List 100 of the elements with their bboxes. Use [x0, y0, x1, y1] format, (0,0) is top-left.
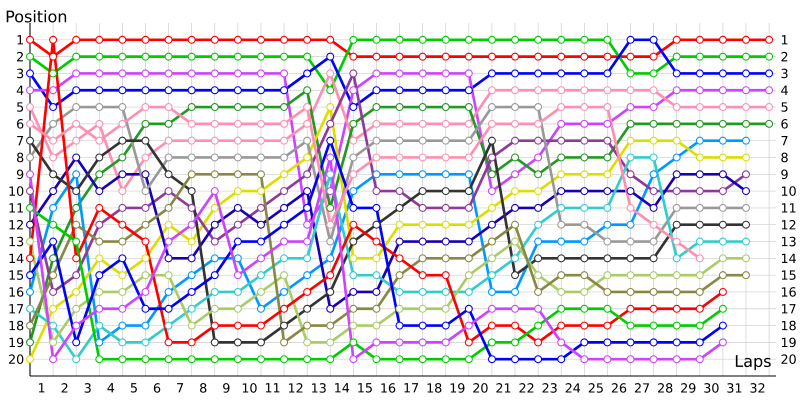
point — [442, 187, 450, 196]
point — [164, 238, 173, 246]
point — [696, 86, 704, 94]
point — [372, 304, 380, 313]
point — [349, 120, 358, 128]
point — [603, 355, 612, 364]
point — [603, 52, 612, 61]
point — [650, 220, 658, 229]
x-tick-label: 14 — [335, 383, 350, 392]
point — [534, 338, 542, 346]
point — [603, 304, 612, 313]
point — [210, 52, 219, 61]
x-tick-label: 3 — [84, 383, 91, 393]
point — [49, 220, 58, 229]
x-tick-label: 27 — [634, 383, 650, 393]
point — [650, 52, 658, 61]
point — [326, 271, 334, 280]
point — [303, 238, 312, 246]
point — [72, 304, 80, 313]
x-tick-label: 16 — [381, 383, 396, 393]
point — [672, 136, 681, 145]
point — [557, 136, 566, 145]
point — [188, 69, 196, 78]
point — [511, 288, 520, 296]
point — [557, 103, 566, 112]
point — [672, 69, 681, 78]
point — [765, 103, 774, 112]
point — [188, 355, 196, 364]
point — [210, 170, 219, 178]
point — [118, 153, 126, 162]
point — [396, 136, 404, 145]
point — [280, 187, 288, 196]
point — [672, 288, 681, 296]
point — [26, 187, 34, 196]
point — [557, 52, 566, 61]
point — [488, 187, 496, 196]
point — [650, 254, 658, 262]
point — [141, 36, 150, 44]
point — [372, 103, 380, 112]
point — [49, 187, 58, 196]
point — [234, 153, 242, 162]
x-tick-label: 22 — [519, 383, 534, 393]
point — [234, 238, 242, 246]
point — [256, 220, 265, 229]
point — [511, 254, 520, 262]
point — [672, 86, 681, 94]
point — [164, 120, 173, 128]
point — [256, 187, 265, 196]
point — [626, 69, 635, 78]
point — [210, 338, 219, 346]
point — [534, 204, 542, 212]
point — [26, 153, 34, 162]
point — [26, 170, 34, 178]
point — [303, 187, 312, 196]
point — [742, 271, 750, 280]
point — [464, 355, 473, 364]
point — [26, 52, 34, 61]
point — [464, 136, 473, 145]
point — [164, 355, 173, 364]
point — [303, 120, 312, 128]
point — [210, 238, 219, 246]
point — [672, 271, 681, 280]
point — [26, 86, 34, 94]
point — [718, 69, 727, 78]
point — [118, 220, 126, 229]
point — [603, 254, 612, 262]
point — [256, 254, 265, 262]
point — [626, 254, 635, 262]
point — [418, 322, 427, 330]
point — [442, 170, 450, 178]
point — [349, 254, 358, 262]
x-tick-label: 12 — [288, 383, 302, 393]
point — [488, 153, 496, 162]
point — [164, 254, 173, 262]
point — [349, 69, 358, 78]
point — [26, 69, 34, 78]
point — [280, 103, 288, 112]
point — [626, 338, 635, 346]
point — [511, 220, 520, 229]
point — [303, 355, 312, 364]
point — [49, 304, 58, 313]
point — [580, 120, 588, 128]
point — [164, 220, 173, 229]
point — [372, 204, 380, 212]
point — [326, 103, 334, 112]
point — [141, 355, 150, 364]
point — [626, 220, 635, 229]
point — [696, 322, 704, 330]
point — [511, 187, 520, 196]
point — [210, 103, 219, 112]
point — [349, 136, 358, 145]
point — [464, 153, 473, 162]
point — [418, 220, 427, 229]
y-tick-label: 6 — [16, 119, 24, 129]
point — [488, 52, 496, 61]
point — [626, 120, 635, 128]
point — [511, 52, 520, 61]
point — [141, 271, 150, 280]
point — [349, 153, 358, 162]
point — [280, 355, 288, 364]
